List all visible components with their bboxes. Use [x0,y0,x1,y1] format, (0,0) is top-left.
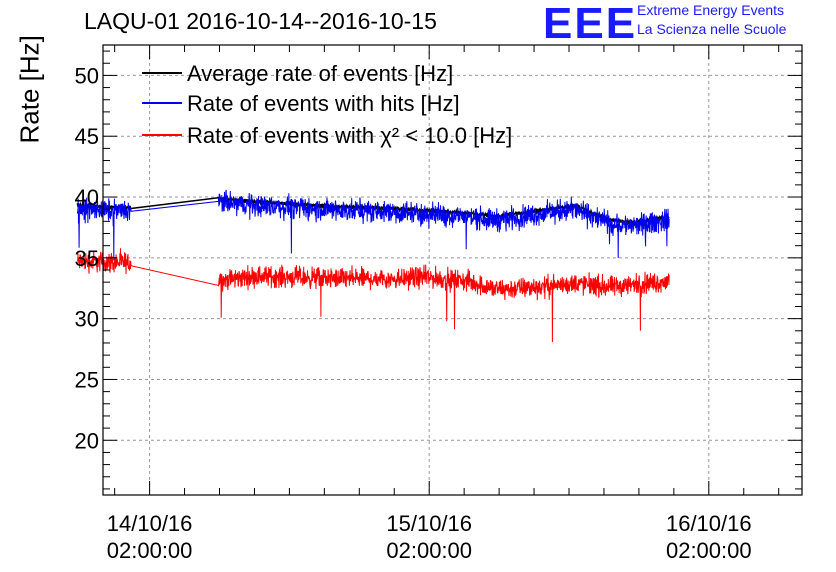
y-tick-label: 40 [75,185,99,210]
legend-label-2: Rate of events with χ² < 10.0 [Hz] [187,123,512,148]
x-tick-label-date: 16/10/16 [666,511,752,536]
x-tick-label-time: 02:00:00 [386,538,472,563]
x-tick-label-date: 14/10/16 [107,511,193,536]
y-tick-label: 45 [75,124,99,149]
y-tick-label: 30 [75,307,99,332]
y-tick-label: 20 [75,428,99,453]
logo-line-1: Extreme Energy Events [637,2,785,18]
x-tick-label-time: 02:00:00 [107,538,193,563]
y-tick-label: 50 [75,63,99,88]
legend-label-0: Average rate of events [Hz] [187,61,453,86]
series-line-1 [76,189,670,261]
legend-label-1: Rate of events with hits [Hz] [187,91,460,116]
logo-line-2: La Scienza nelle Scuole [637,21,787,37]
y-tick-label: 35 [75,246,99,271]
x-tick-label-date: 15/10/16 [386,511,472,536]
eee-logo: EEE [543,0,638,48]
chart-title: LAQU-01 2016-10-14--2016-10-15 [84,8,437,34]
series-line-2 [76,248,670,343]
x-tick-label-time: 02:00:00 [666,538,752,563]
y-tick-label: 25 [75,367,99,392]
